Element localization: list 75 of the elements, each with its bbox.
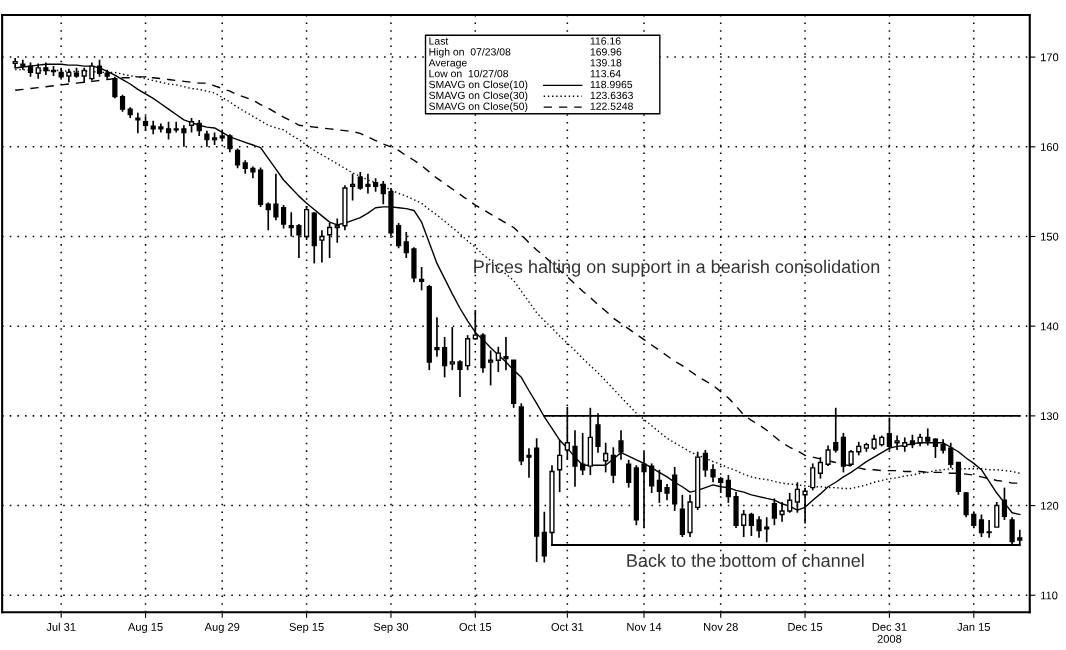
annotation: Back to the bottom of channel <box>627 553 864 567</box>
candlestick <box>748 511 754 537</box>
text: Average 139.18 <box>428 59 622 69</box>
x-tick-label: Nov 14 <box>627 623 662 631</box>
candlestick <box>503 336 509 371</box>
candlestick <box>135 111 141 135</box>
legend-label: SMAVG on Close(30) <box>429 91 528 102</box>
text: Low on 10/27/08 113.64 <box>429 69 621 78</box>
candlestick <box>442 336 448 379</box>
candlestick <box>419 266 425 292</box>
x-tick-label: Nov 28 <box>704 623 738 631</box>
x-tick-label: Aug 29 <box>204 623 240 634</box>
y-tick-label: 150 <box>1041 232 1059 241</box>
x-tick-label: Jan 15 <box>957 623 990 631</box>
annotation: Prices halting on support in a bearish consolidation <box>474 259 880 277</box>
candlestick <box>580 432 586 476</box>
text: Last 116.16 <box>429 37 621 45</box>
legend-label: SMAVG on Close(50) <box>429 102 528 112</box>
candlestick <box>495 345 501 373</box>
candlestick <box>994 501 1000 528</box>
x-tick-label: Sep 15 <box>289 623 324 634</box>
candlestick <box>649 462 655 494</box>
legend-label: SMAVG on Close(10) <box>429 80 528 91</box>
candlestick <box>963 491 969 519</box>
candlestick <box>265 201 271 232</box>
candlestick <box>656 468 662 504</box>
candlestick <box>234 147 241 170</box>
candlestick <box>986 519 992 539</box>
x-tick-label: Dec 31 2008 <box>872 623 907 643</box>
y-tick-label: 110 <box>1041 591 1058 600</box>
annotation: 118.9965 <box>590 80 633 89</box>
y-tick-label: 140 <box>1041 322 1059 331</box>
candlestick <box>978 513 985 538</box>
candlestick <box>725 474 731 504</box>
x-tick-label: Dec 15 <box>788 623 823 631</box>
candlestick <box>702 449 708 478</box>
x-tick-label: Oct 15 <box>459 623 492 631</box>
candlestick <box>572 429 578 488</box>
candlestick <box>541 511 547 564</box>
candlestick <box>817 456 824 480</box>
candlestick <box>610 446 616 484</box>
candlestick <box>825 444 831 467</box>
y-tick-label: 120 <box>1041 501 1059 510</box>
annotation: 123.6363 <box>590 91 633 100</box>
candlestick <box>349 172 356 202</box>
candlestick <box>457 359 463 398</box>
candlestick <box>618 429 624 461</box>
annotation: 122.5248 <box>590 102 633 110</box>
candlestick <box>626 458 632 489</box>
text: High on 07/23/08 169.96 <box>429 47 622 58</box>
candlestick <box>380 180 386 206</box>
x-tick-label: Sep 30 <box>373 623 409 634</box>
x-tick-label: Jul 31 <box>46 622 76 631</box>
candlestick <box>449 326 455 371</box>
candlestick <box>603 441 609 474</box>
candlestick <box>764 516 770 544</box>
candlestick <box>488 349 494 387</box>
candlestick <box>395 222 402 249</box>
x-tick-label: Aug 15 <box>127 623 163 634</box>
y-tick-label: 130 <box>1041 412 1059 421</box>
candlestick <box>557 439 563 493</box>
candlestick <box>932 437 939 459</box>
candlestick <box>319 229 325 264</box>
candlestick <box>273 172 279 222</box>
candlestick <box>526 447 532 479</box>
x-tick-label: Oct 31 <box>551 623 584 631</box>
y-tick-label: 170 <box>1041 53 1059 62</box>
candlestick <box>365 172 371 195</box>
candlestick <box>280 204 287 230</box>
candlestick <box>741 509 747 538</box>
candlestick <box>894 434 900 451</box>
y-tick-label: 160 <box>1041 143 1059 151</box>
candlestick <box>288 211 294 238</box>
candlestick <box>948 441 954 469</box>
candlestick <box>756 515 762 539</box>
